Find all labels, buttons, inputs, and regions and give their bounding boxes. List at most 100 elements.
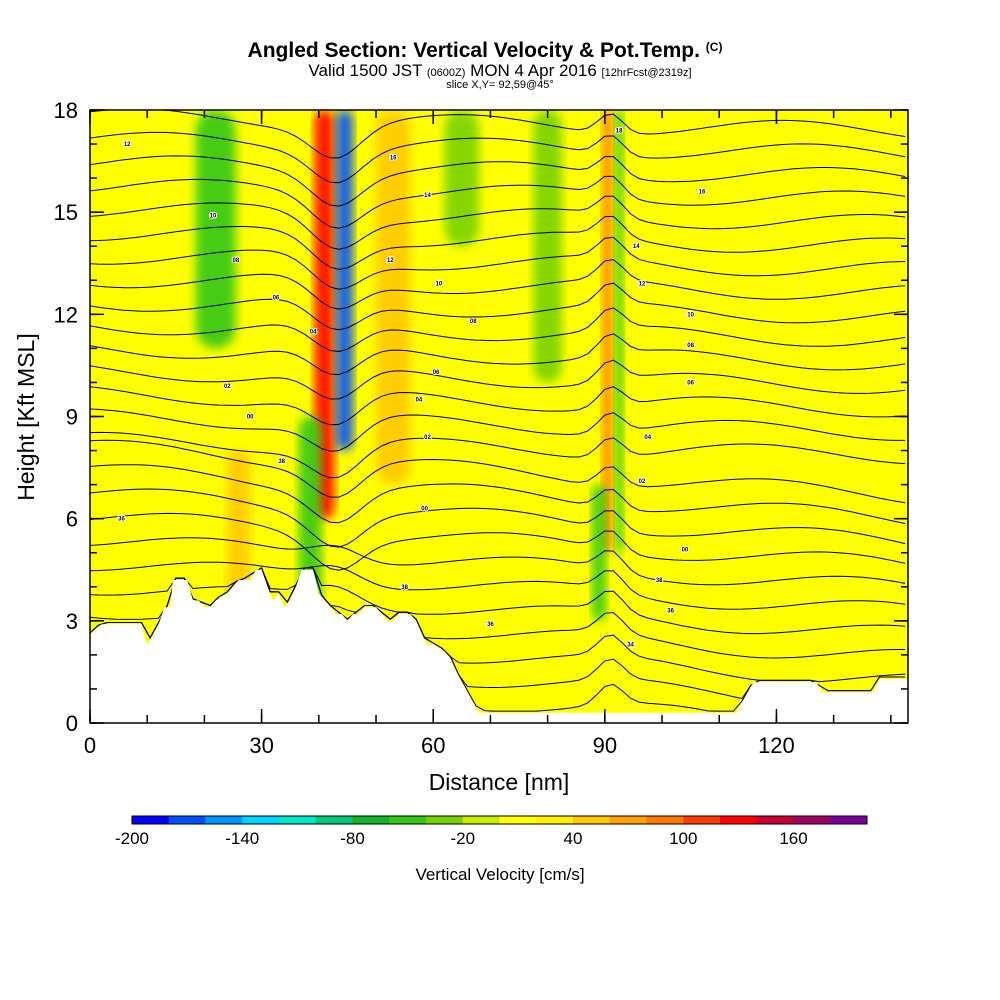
colorbar-tick-label: -20 — [450, 829, 475, 848]
colorbar-tick-label: -140 — [225, 829, 259, 848]
isentrope-label-16: 02 — [424, 435, 431, 441]
velocity-band-3 — [376, 110, 411, 485]
velocity-band-8 — [591, 484, 607, 621]
x-tick-label: 90 — [593, 733, 617, 758]
colorbar-swatch — [205, 816, 243, 824]
x-tick-label: 120 — [758, 733, 795, 758]
colorbar-swatch — [573, 816, 611, 824]
subtitle-date: MON 4 Apr 2016 — [470, 61, 597, 80]
colorbar-swatch — [499, 816, 537, 824]
isentrope-contours — [90, 110, 906, 712]
isentrope-line — [90, 236, 906, 290]
x-axis: 0 30 60 90 120 — [84, 110, 892, 758]
isentrope-label-23: 12 — [639, 282, 646, 288]
isentrope-label-3: 06 — [273, 295, 280, 301]
isentrope-line — [90, 561, 906, 610]
isentrope-label-22: 14 — [633, 244, 640, 250]
isentrope-label-30: 38 — [656, 578, 663, 584]
isentrope-line — [90, 259, 906, 310]
isentrope-label-6: 00 — [247, 415, 254, 421]
isentrope-line — [90, 567, 906, 635]
isentrope-label-18: 38 — [401, 585, 408, 591]
isentrope-label-24: 10 — [687, 312, 694, 318]
isentrope-label-13: 08 — [470, 319, 477, 325]
isentrope-label-5: 02 — [224, 384, 231, 390]
colorbar-swatch — [646, 816, 684, 824]
isentrope-label-0: 12 — [124, 142, 131, 148]
y-axis-label: Height [Kft MSL] — [13, 333, 39, 500]
isentrope-line — [90, 359, 906, 400]
isentrope-label-25: 08 — [687, 343, 694, 349]
colorbar-swatch — [683, 816, 721, 824]
y-tick-label: 6 — [66, 507, 78, 532]
colorbar-swatch — [168, 816, 206, 824]
isentrope-label-7: 38 — [278, 459, 285, 465]
x-tick-label: 0 — [84, 733, 96, 758]
subtitle-utc: (0600Z) — [427, 67, 466, 79]
y-tick-label: 3 — [66, 609, 78, 634]
isentrope-label-11: 12 — [387, 258, 394, 264]
colorbar-swatch — [315, 816, 353, 824]
colorbar-swatch — [793, 816, 831, 824]
isentrope-line — [90, 307, 906, 353]
velocity-band-0 — [314, 110, 335, 519]
colorbar-swatch — [720, 816, 758, 824]
isentrope-label-14: 06 — [433, 370, 440, 376]
slice-label: slice X,Y= 92,59@45° — [446, 79, 554, 91]
chart-title-text: Angled Section: Vertical Velocity & Pot.… — [248, 39, 700, 62]
isentrope-label-10: 14 — [424, 193, 431, 199]
plot-area: 12 10 08 06 04 02 00 38 36 16 14 12 10 08 06 04 02 00 38 36… — [90, 110, 908, 723]
isentrope-line — [90, 282, 906, 331]
chart-title: Angled Section: Vertical Velocity & Pot.… — [248, 39, 723, 62]
y-tick-label: 18 — [54, 98, 78, 123]
isentrope-label-15: 04 — [416, 397, 423, 403]
subtitle-valid: Valid 1500 JST — [308, 61, 422, 80]
subtitle-forecast: [12hrFcst@2319z] — [602, 67, 692, 79]
isentrope-line — [90, 131, 906, 184]
terrain-mask — [90, 569, 908, 723]
velocity-band-7 — [614, 110, 624, 553]
isentrope-line — [90, 175, 906, 229]
colorbar-swatch — [426, 816, 464, 824]
isentrope-line — [90, 155, 906, 207]
isentrope-label-31: 36 — [667, 609, 674, 615]
colorbar-swatch — [279, 816, 317, 824]
velocity-field — [195, 110, 624, 621]
colorbar: -200 -140 -80 -20 40 100 160 — [115, 815, 868, 848]
isentrope-line — [90, 488, 906, 548]
isentrope-label-12: 10 — [436, 282, 443, 288]
colorbar-tick-label: -80 — [340, 829, 365, 848]
velocity-band-4 — [195, 110, 236, 349]
colorbar-tick-label: 40 — [564, 829, 583, 848]
colorbar-tick-label: -200 — [115, 829, 149, 848]
isentrope-label-26: 06 — [687, 380, 694, 386]
velocity-band-10 — [533, 110, 562, 383]
isentrope-label-1: 10 — [210, 214, 217, 220]
isentrope-line — [90, 464, 906, 524]
isentrope-line — [90, 215, 906, 270]
colorbar-swatch — [756, 816, 794, 824]
isentrope-label-9: 16 — [390, 156, 397, 162]
isentrope-line — [90, 110, 906, 159]
isentrope-line — [90, 431, 906, 479]
velocity-band-9 — [444, 110, 479, 247]
colorbar-frame — [131, 815, 868, 825]
velocity-band-6 — [602, 110, 613, 553]
colorbar-swatch — [242, 816, 280, 824]
colorbar-swatch — [389, 816, 427, 824]
isentrope-line — [90, 408, 906, 452]
colorbar-swatch — [352, 816, 390, 824]
y-tick-label: 9 — [66, 405, 78, 430]
isentrope-label-17: 00 — [421, 506, 428, 512]
isentrope-label-32: 34 — [627, 643, 634, 649]
isentrope-label-20: 18 — [616, 128, 623, 134]
colorbar-label: Vertical Velocity [cm/s] — [415, 865, 584, 884]
isentrope-line — [90, 537, 906, 586]
x-tick-label: 60 — [421, 733, 445, 758]
isentrope-line — [90, 567, 906, 659]
isentrope-label-29: 00 — [682, 547, 689, 553]
isentrope-line — [90, 512, 906, 571]
chart-title-unit: (C) — [706, 40, 723, 54]
